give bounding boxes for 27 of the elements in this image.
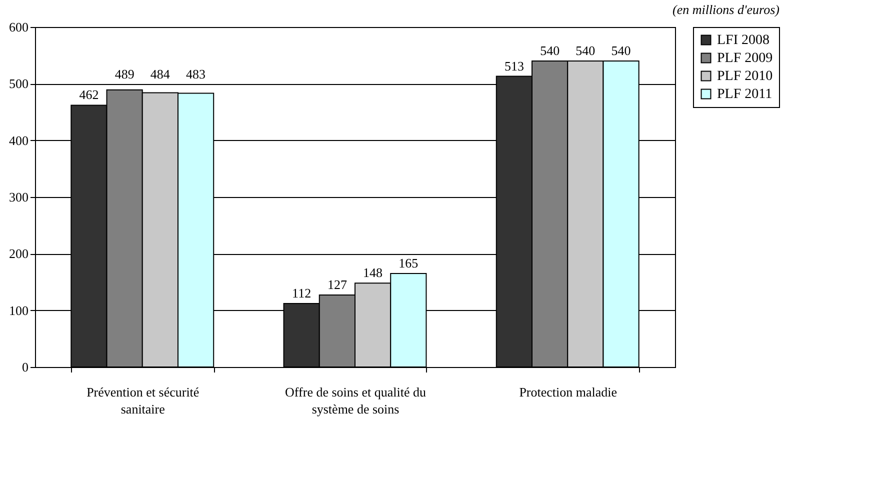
data-label: 540 — [611, 43, 631, 58]
data-label: 148 — [363, 265, 383, 280]
data-label: 462 — [79, 87, 99, 102]
y-tick-label: 400 — [9, 132, 28, 148]
data-label: 540 — [540, 43, 560, 58]
y-tick-label: 200 — [9, 246, 28, 262]
data-label: 489 — [114, 66, 134, 82]
legend-label: PLF 2010 — [717, 69, 773, 84]
legend-label: PLF 2011 — [717, 87, 772, 102]
data-label: 112 — [292, 286, 312, 301]
x-tick-label: Protection maladie — [519, 384, 618, 400]
data-label: 540 — [576, 43, 596, 58]
data-label: 483 — [186, 66, 206, 82]
legend-label: PLF 2009 — [717, 51, 773, 66]
y-tick-label: 600 — [9, 20, 28, 34]
data-label: 484 — [150, 66, 170, 82]
data-label: 165 — [398, 256, 418, 270]
legend-label: LFI 2008 — [717, 33, 770, 48]
y-tick-label: 0 — [22, 360, 28, 374]
x-tick-label: Offre de soins et qualité du système de soins — [285, 384, 426, 416]
y-tick-label: 300 — [9, 190, 28, 204]
data-label: 513 — [504, 58, 524, 74]
x-tick-label: Prévention et sécurité sanitaire — [86, 384, 200, 416]
data-label: 127 — [327, 277, 348, 292]
text: (en millions d'euros) — [672, 2, 780, 17]
y-tick-label: 500 — [9, 76, 28, 92]
y-tick-label: 100 — [9, 302, 28, 318]
